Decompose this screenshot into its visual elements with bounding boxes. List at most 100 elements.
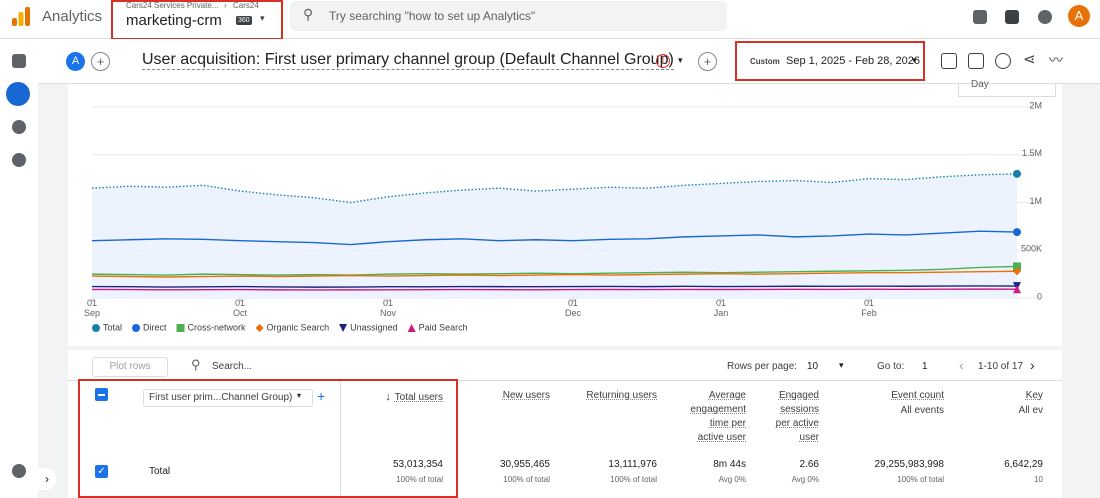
trend-icon[interactable]: 〰 [1049, 52, 1063, 68]
warning-icon[interactable]: ! [656, 54, 670, 68]
apps-icon[interactable] [973, 10, 987, 24]
legend-icon [255, 324, 264, 332]
dropdown-caret[interactable]: ▾ [260, 13, 265, 23]
line [91, 270, 1018, 278]
goto-input[interactable]: 1 [922, 361, 928, 372]
insights-icon[interactable] [995, 53, 1011, 69]
annotation-box [78, 379, 458, 498]
title-caret[interactable]: ▾ [678, 55, 683, 65]
y-tick-label: 1.5M [1022, 148, 1042, 158]
add-comparison[interactable]: + [91, 52, 110, 71]
table-rule [68, 380, 1062, 381]
end-marker [1013, 267, 1021, 276]
user-avatar[interactable]: A [1068, 5, 1090, 27]
date-label[interactable]: Custom [750, 57, 780, 66]
legend-label: Unassigned [350, 322, 398, 332]
advertising-icon[interactable] [12, 153, 26, 167]
end-marker [1013, 285, 1021, 294]
legend-label: Paid Search [419, 322, 468, 332]
property-name[interactable]: marketing-crm [126, 12, 222, 29]
comparison-avatar[interactable]: A [66, 52, 85, 71]
page-range: 1-10 of 17 [978, 361, 1024, 372]
total-sub: 100% of total [503, 475, 550, 484]
total-cell: 13,111,976 [608, 459, 657, 470]
total-sub: Avg 0% [718, 475, 746, 484]
logo [12, 7, 30, 26]
date-caret[interactable]: ▾ [912, 55, 917, 65]
column-divider [340, 381, 341, 498]
plot-rows-button[interactable]: Plot rows [92, 357, 168, 377]
search-icon: ⚲ [191, 357, 201, 372]
sort-arrow[interactable]: ↓ [385, 389, 395, 403]
total-cell: 8m 44s [713, 459, 746, 470]
report-title: User acquisition: First user primary cha… [142, 51, 674, 70]
rows-caret[interactable]: ▾ [839, 360, 844, 370]
interval-select[interactable]: Day [958, 80, 1056, 97]
line [91, 288, 1018, 291]
column-header[interactable]: Event count [834, 389, 944, 403]
dimension-name[interactable]: First user prim...Channel Group) [149, 392, 293, 403]
end-marker [1013, 169, 1021, 178]
total-sub: 100% of total [396, 475, 443, 484]
y-tick-label: 0 [1037, 291, 1042, 301]
search-box[interactable] [290, 1, 727, 31]
column-label[interactable]: Returning users [586, 390, 657, 401]
legend-icon [92, 324, 100, 332]
column-header[interactable]: Average engagement time per active user [686, 389, 746, 445]
settings-icon[interactable] [12, 464, 26, 478]
annotation-box [735, 41, 925, 81]
column-label[interactable]: Engaged sessions per active user [775, 390, 819, 443]
add-button[interactable]: + [698, 52, 717, 71]
column-header[interactable]: Key [983, 389, 1043, 403]
dimension-caret[interactable]: ▾ [297, 391, 302, 400]
column-label[interactable]: Event count [891, 390, 944, 401]
total-sub: 100% of total [897, 475, 944, 484]
left-rail [0, 39, 38, 498]
home-icon[interactable] [12, 54, 26, 68]
rows-per-page[interactable]: 10 [807, 361, 819, 372]
column-header[interactable]: Returning users [557, 389, 657, 403]
search-placeholder[interactable]: Try searching "how to set up Analytics" [329, 9, 536, 23]
select-all-checkbox[interactable] [95, 388, 108, 401]
search-icon: ⚲ [303, 6, 314, 22]
legend-label: Organic Search [267, 322, 330, 332]
expand-button[interactable]: › [38, 468, 56, 490]
column-label[interactable]: Total users [394, 392, 443, 403]
reports-icon[interactable] [6, 82, 30, 106]
account-name[interactable]: Cars24 Services Private... [126, 1, 219, 10]
notes-icon[interactable] [941, 53, 957, 69]
table-search[interactable]: Search... [212, 361, 253, 372]
help-icon[interactable] [1038, 10, 1052, 24]
column-subheader: All events [900, 405, 944, 416]
legend-icon [132, 324, 141, 332]
column-label[interactable]: New users [502, 390, 550, 401]
total-row-label: Total [149, 466, 171, 477]
column-header[interactable]: Engaged sessions per active user [769, 389, 819, 445]
compare-icon[interactable] [968, 53, 984, 69]
date-range[interactable]: Sep 1, 2025 - Feb 28, 2026 [786, 55, 920, 67]
legend-icon [407, 324, 416, 332]
property-badge: 360 [236, 16, 252, 25]
line [91, 230, 1018, 246]
column-subheader: All ev [1018, 405, 1043, 416]
line [91, 173, 1018, 204]
legend-icon [339, 324, 348, 332]
prev-page[interactable]: ‹ [959, 357, 964, 373]
column-label[interactable]: Average engagement time per active user [690, 390, 746, 443]
row-checkbox[interactable]: ✓ [95, 465, 108, 478]
sparkle-icon[interactable] [1005, 10, 1019, 24]
column-header[interactable]: New users [460, 389, 550, 403]
next-page[interactable]: › [1030, 357, 1035, 373]
share-icon[interactable]: ⋖ [1023, 51, 1036, 68]
interval-value[interactable]: Day [971, 79, 989, 90]
total-sub: Avg 0% [791, 475, 819, 484]
column-label[interactable]: Key [1025, 390, 1043, 401]
total-cell: 29,255,983,998 [874, 459, 944, 470]
column-header[interactable]: ↓ Total users [343, 389, 443, 405]
total-cell: 53,013,354 [392, 459, 443, 470]
table-card [68, 350, 1062, 498]
dimension-select[interactable] [143, 389, 313, 407]
add-dimension[interactable]: + [317, 388, 326, 404]
explore-icon[interactable] [12, 120, 26, 134]
property-parent[interactable]: Cars24 [233, 1, 259, 10]
